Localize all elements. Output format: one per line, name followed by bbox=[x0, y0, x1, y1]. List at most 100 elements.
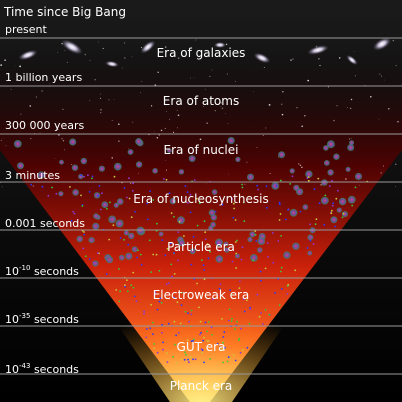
particle-dot bbox=[203, 278, 206, 281]
particle-dot bbox=[143, 312, 145, 315]
particle-dot bbox=[256, 293, 259, 296]
star bbox=[181, 54, 184, 57]
particle-dot bbox=[183, 358, 186, 361]
particle-dot bbox=[81, 205, 84, 207]
nucleus-dot bbox=[108, 215, 117, 224]
nucleus-dot bbox=[305, 170, 313, 178]
nucleus-dot bbox=[98, 165, 105, 172]
star bbox=[66, 61, 68, 63]
particle-dot bbox=[243, 220, 246, 223]
star bbox=[100, 93, 102, 95]
star bbox=[397, 121, 399, 123]
particle-dot bbox=[330, 209, 333, 212]
nucleus-dot bbox=[257, 237, 266, 246]
nucleus-dot bbox=[178, 169, 185, 175]
particle-dot bbox=[331, 204, 334, 207]
nucleus-dot bbox=[115, 219, 124, 228]
star bbox=[123, 42, 126, 44]
star bbox=[378, 118, 380, 120]
star bbox=[197, 149, 199, 151]
nucleus-dot bbox=[69, 138, 77, 146]
time-mark-1e-43-seconds: 10-43 seconds bbox=[5, 363, 79, 376]
particle-dot bbox=[162, 348, 164, 351]
star bbox=[0, 64, 2, 66]
particle-dot bbox=[234, 241, 237, 243]
nucleus-dot bbox=[247, 173, 254, 181]
particle-dot bbox=[183, 235, 185, 237]
nucleus-dot bbox=[136, 226, 145, 235]
star bbox=[379, 73, 381, 75]
star bbox=[319, 64, 321, 67]
particle-dot bbox=[307, 179, 310, 182]
particle-dot bbox=[30, 183, 33, 186]
star bbox=[140, 92, 142, 94]
particle-dot bbox=[98, 185, 101, 187]
star bbox=[281, 113, 284, 116]
particle-dot bbox=[136, 256, 139, 259]
star bbox=[327, 86, 329, 88]
particle-dot bbox=[212, 298, 215, 301]
nucleus-dot bbox=[289, 168, 295, 174]
nucleus-dot bbox=[37, 171, 45, 179]
star bbox=[141, 80, 143, 82]
particle-dot bbox=[192, 338, 195, 341]
star bbox=[392, 39, 394, 42]
axis-heading: Time since Big Bang bbox=[4, 5, 126, 19]
particle-dot bbox=[222, 336, 225, 338]
star bbox=[140, 47, 142, 49]
particle-dot bbox=[210, 326, 213, 329]
star bbox=[32, 185, 35, 187]
star bbox=[318, 57, 320, 60]
nucleus-dot bbox=[211, 189, 218, 195]
particle-dot bbox=[335, 197, 338, 200]
nucleus-dot bbox=[189, 248, 196, 255]
particle-dot bbox=[266, 242, 269, 244]
particle-dot bbox=[70, 219, 73, 222]
particle-dot bbox=[204, 238, 207, 241]
particle-dot bbox=[161, 331, 163, 334]
star bbox=[338, 57, 341, 59]
particle-dot bbox=[196, 224, 199, 227]
particle-dot bbox=[106, 207, 108, 210]
star bbox=[177, 114, 180, 117]
particle-dot bbox=[287, 209, 289, 211]
particle-dot bbox=[219, 283, 222, 286]
star bbox=[211, 69, 213, 71]
nucleus-dot bbox=[92, 260, 99, 267]
particle-dot bbox=[152, 199, 155, 201]
nuclei-dots bbox=[13, 137, 363, 267]
particle-dot bbox=[153, 294, 156, 297]
star bbox=[164, 46, 167, 48]
particle-dot bbox=[279, 213, 282, 215]
particle-dot bbox=[219, 294, 222, 296]
particle-dot bbox=[130, 216, 133, 219]
particle-dot bbox=[173, 215, 175, 218]
particle-dot bbox=[47, 194, 50, 197]
star bbox=[54, 158, 56, 160]
time-mark-exponent: -35 bbox=[19, 312, 31, 320]
star bbox=[124, 57, 126, 59]
star bbox=[225, 113, 226, 114]
particle-dot bbox=[187, 312, 189, 315]
star bbox=[41, 90, 43, 92]
nucleus-dot bbox=[169, 197, 177, 205]
particle-dot bbox=[150, 271, 153, 273]
particle-dot bbox=[226, 360, 229, 363]
star bbox=[220, 106, 222, 107]
particle-dot bbox=[159, 297, 162, 300]
star bbox=[353, 51, 355, 52]
star bbox=[138, 172, 139, 174]
nucleus-dot bbox=[247, 236, 253, 243]
star bbox=[301, 166, 303, 168]
particle-dot bbox=[280, 179, 282, 182]
particle-dot bbox=[277, 240, 280, 242]
star bbox=[301, 125, 304, 128]
nucleus-dot bbox=[135, 161, 143, 168]
particle-dot bbox=[309, 239, 312, 242]
particle-dot bbox=[241, 186, 244, 189]
star bbox=[193, 76, 195, 78]
particle-dot bbox=[175, 362, 178, 364]
star bbox=[158, 134, 161, 136]
particle-dot bbox=[119, 290, 121, 293]
